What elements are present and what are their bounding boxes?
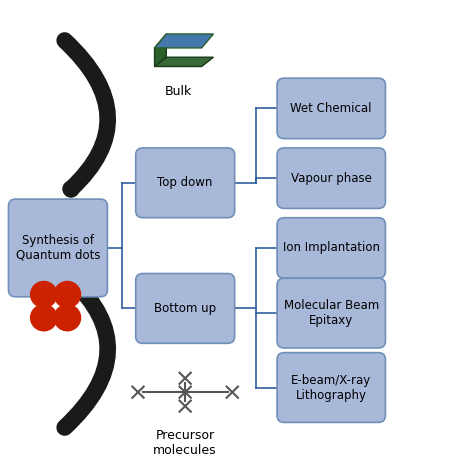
Text: Top down: Top down [157, 176, 213, 190]
FancyBboxPatch shape [277, 78, 385, 139]
Text: Molecular Beam
Epitaxy: Molecular Beam Epitaxy [283, 299, 379, 327]
Circle shape [31, 281, 57, 307]
FancyBboxPatch shape [9, 199, 108, 297]
Text: Vapour phase: Vapour phase [291, 172, 372, 185]
Circle shape [54, 281, 81, 307]
Text: Synthesis of
Quantum dots: Synthesis of Quantum dots [16, 234, 100, 262]
Circle shape [54, 305, 81, 331]
FancyBboxPatch shape [277, 352, 385, 423]
FancyBboxPatch shape [277, 148, 385, 208]
Circle shape [31, 305, 57, 331]
FancyBboxPatch shape [277, 278, 385, 348]
FancyBboxPatch shape [136, 273, 235, 344]
FancyArrowPatch shape [64, 278, 108, 427]
Text: Bottom up: Bottom up [154, 302, 216, 315]
FancyBboxPatch shape [136, 148, 235, 218]
FancyBboxPatch shape [277, 218, 385, 278]
Text: E-beam/X-ray
Lithography: E-beam/X-ray Lithography [291, 373, 371, 402]
Text: Bulk: Bulk [164, 85, 191, 98]
FancyArrowPatch shape [64, 41, 108, 190]
Text: Ion Implantation: Ion Implantation [283, 241, 380, 255]
Polygon shape [155, 34, 166, 66]
Polygon shape [155, 34, 213, 48]
Text: Wet Chemical: Wet Chemical [291, 102, 372, 115]
Text: Precursor
molecules: Precursor molecules [154, 430, 217, 457]
Polygon shape [155, 57, 213, 66]
